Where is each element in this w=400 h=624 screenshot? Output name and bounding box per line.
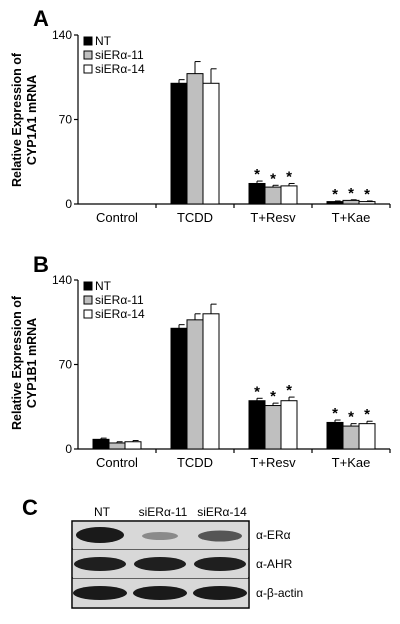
y-tick-label: 0 [65, 197, 72, 211]
blot-band-actin-si11 [133, 586, 187, 600]
legend-swatch [83, 295, 93, 305]
significance-star: * [286, 382, 292, 399]
blot-row-label-era: α-ERα [256, 528, 291, 542]
significance-star: * [254, 383, 260, 400]
bar [264, 186, 282, 205]
bar [186, 73, 204, 205]
bar [264, 405, 282, 450]
y-axis-label-b-line2: CYP1B1 mRNA [25, 318, 39, 408]
legend-label: siERα-11 [95, 293, 144, 307]
legend-label: siERα-14 [95, 307, 145, 321]
blot-band-era-si11 [142, 532, 178, 540]
blot-frame [71, 520, 250, 609]
bar [124, 441, 142, 450]
bar [202, 313, 220, 450]
blot-lane-label-si11: siERα-11 [139, 505, 188, 519]
x-tick-label: Control [96, 210, 138, 225]
y-axis-label-b-line1: Relative Expression of [10, 295, 24, 430]
y-axis-label-a-line2: CYP1A1 mRNA [25, 75, 39, 165]
bar [186, 319, 204, 450]
blot-band-ahr-si14 [194, 557, 246, 571]
x-tick-label: TCDD [177, 210, 213, 225]
significance-star: * [332, 405, 338, 422]
blot-band-era-nt [76, 527, 124, 543]
x-tick-label: T+Kae [332, 455, 371, 470]
significance-star: * [348, 185, 354, 202]
western-blot: NT siERα-11 siERα-14 α-ERα α-AHR α-β-act… [71, 505, 303, 609]
significance-star: * [332, 186, 338, 203]
legend-swatch [83, 36, 93, 46]
x-tick-label: TCDD [177, 455, 213, 470]
x-tick-label: T+Resv [250, 455, 296, 470]
blot-band-ahr-nt [74, 557, 126, 571]
significance-star: * [286, 168, 292, 185]
bar [342, 425, 360, 450]
bar [248, 400, 266, 450]
y-axis-label-a-line1: Relative Expression of [10, 52, 24, 187]
x-tick-label: T+Kae [332, 210, 371, 225]
bar [280, 400, 298, 450]
chart-b: Relative Expression of CYP1B1 mRNA 0 70 14… [10, 273, 391, 470]
bar [358, 423, 376, 450]
bar [170, 327, 188, 450]
legend-label: NT [95, 279, 112, 293]
x-tick-label: T+Resv [250, 210, 296, 225]
blot-lane-label-nt: NT [94, 505, 111, 519]
bar [202, 82, 220, 205]
legend-label: siERα-14 [95, 62, 145, 76]
panel-letter-c: C [22, 495, 38, 520]
legend-swatch [83, 281, 93, 291]
bar [170, 82, 188, 205]
bar [92, 438, 110, 450]
blot-band-actin-nt [73, 586, 127, 600]
blot-band-era-si14 [198, 530, 242, 542]
bar [280, 185, 298, 205]
panel-letter-b: B [33, 252, 49, 277]
blot-band-actin-si14 [193, 586, 247, 600]
bar [108, 442, 126, 450]
blot-row-label-ahr: α-AHR [256, 557, 293, 571]
significance-star: * [348, 409, 354, 426]
legend-swatch [83, 64, 93, 74]
y-tick-label: 70 [59, 358, 73, 372]
significance-star: * [270, 388, 276, 405]
significance-star: * [254, 166, 260, 183]
y-tick-label: 140 [52, 273, 72, 287]
legend-label: siERα-11 [95, 48, 144, 62]
legend-swatch [83, 50, 93, 60]
blot-lane-label-si14: siERα-14 [197, 505, 247, 519]
y-tick-label: 140 [52, 28, 72, 42]
blot-row-label-actin: α-β-actin [256, 586, 303, 600]
blot-band-ahr-si11 [134, 557, 186, 571]
legend-label: NT [95, 34, 112, 48]
x-tick-label: Control [96, 455, 138, 470]
significance-star: * [364, 406, 370, 423]
y-tick-label: 0 [65, 442, 72, 456]
bar [326, 421, 344, 450]
bar [248, 182, 266, 205]
significance-star: * [270, 170, 276, 187]
y-tick-label: 70 [59, 113, 73, 127]
legend-swatch [83, 309, 93, 319]
significance-star: * [364, 186, 370, 203]
chart-a: Relative Expression of CYP1A1 mRNA 0 70 14… [10, 28, 391, 225]
panel-letter-a: A [33, 6, 49, 31]
